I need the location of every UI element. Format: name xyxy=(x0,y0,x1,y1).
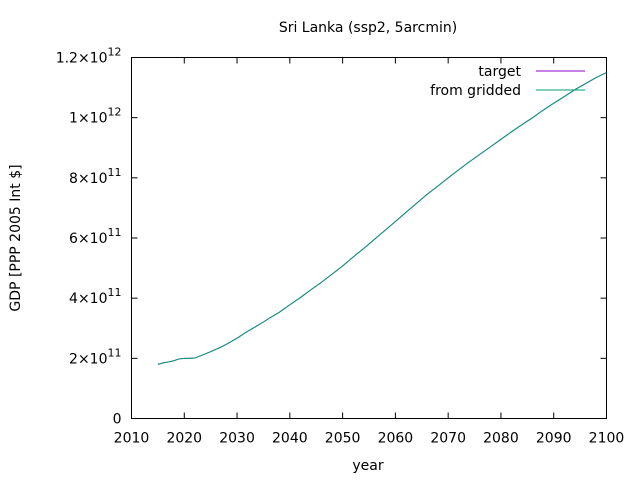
legend-label-1: from gridded xyxy=(430,83,521,99)
y-tick-exponent: 12 xyxy=(108,106,122,119)
series-line-1 xyxy=(157,72,607,365)
y-tick-mantissa: 4×10 xyxy=(69,291,107,307)
y-axis-label: GDP [PPP 2005 Int $] xyxy=(8,164,24,311)
x-tick-label: 2090 xyxy=(536,431,572,447)
y-tick-exponent: 11 xyxy=(108,166,122,179)
y-tick-mantissa: 1×10 xyxy=(69,111,107,127)
chart-title: Sri Lanka (ssp2, 5arcmin) xyxy=(279,20,457,36)
y-tick-mantissa: 1.2×10 xyxy=(56,51,108,67)
y-tick-mantissa: 2×10 xyxy=(69,351,107,367)
legend-label-0: target xyxy=(478,64,521,80)
x-tick-label: 2030 xyxy=(219,431,255,447)
x-tick-label: 2020 xyxy=(166,431,202,447)
y-tick-exponent: 12 xyxy=(108,46,122,59)
y-tick-mantissa: 0 xyxy=(113,412,122,428)
y-tick-label: 1×1012 xyxy=(69,106,121,127)
y-tick-exponent: 11 xyxy=(108,286,122,299)
y-tick-exponent: 11 xyxy=(108,226,122,239)
x-axis: 2010 2020 2030 2040 2050 2060 2070 2080 2090 2100 xyxy=(114,57,625,447)
x-tick-label: 2080 xyxy=(483,431,519,447)
x-axis-label: year xyxy=(352,458,383,474)
y-tick-mantissa: 6×10 xyxy=(69,231,107,247)
y-tick-exponent: 11 xyxy=(108,346,122,359)
y-tick-label: 6×1011 xyxy=(69,226,121,247)
y-tick-label: 0 xyxy=(113,412,122,428)
x-tick-label: 2010 xyxy=(114,431,150,447)
x-tick-label: 2070 xyxy=(430,431,466,447)
y-tick-label: 8×1011 xyxy=(69,166,121,187)
y-tick-label: 4×1011 xyxy=(69,286,121,307)
x-tick-label: 2040 xyxy=(272,431,308,447)
series-layer xyxy=(157,72,607,365)
legend: target from gridded xyxy=(430,64,585,99)
y-tick-label: 1.2×1012 xyxy=(56,46,122,67)
x-tick-label: 2050 xyxy=(325,431,361,447)
y-tick-mantissa: 8×10 xyxy=(69,171,107,187)
y-tick-label: 2×1011 xyxy=(69,346,121,367)
x-tick-label: 2060 xyxy=(378,431,414,447)
x-tick-label: 2100 xyxy=(589,431,625,447)
